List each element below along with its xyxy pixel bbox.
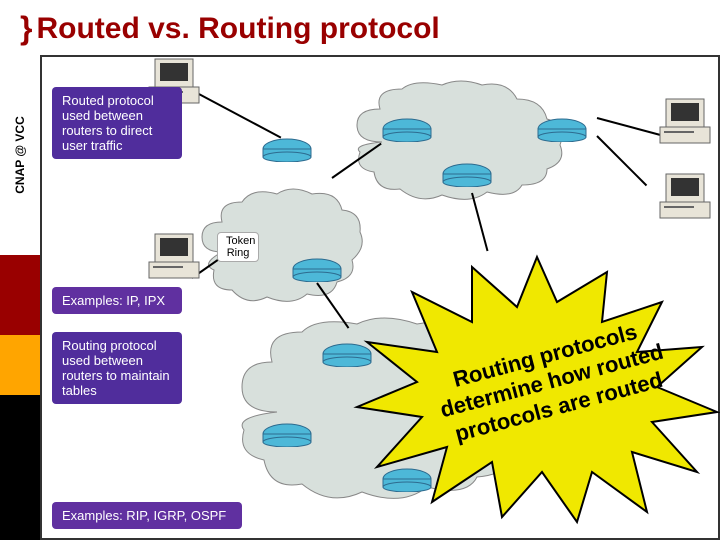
slide-header: } Routed vs. Routing protocol (0, 0, 720, 57)
network-diagram: Routed protocol used between routers to … (42, 57, 718, 538)
computer-icon (147, 232, 202, 282)
routed-protocol-box: Routed protocol used between routers to … (52, 87, 182, 159)
slide-title: Routed vs. Routing protocol (36, 12, 439, 46)
link-line (596, 135, 647, 186)
examples-ip-box: Examples: IP, IPX (52, 287, 182, 314)
link-line (597, 117, 665, 137)
sidebar-red-block (0, 255, 40, 335)
tokenring-label: Token Ring (217, 232, 259, 262)
sidebar-label: CNAP @ VCC (13, 116, 27, 194)
router-icon (292, 252, 342, 282)
diagram-area: Routed protocol used between routers to … (40, 55, 720, 540)
router-icon (442, 157, 492, 187)
sidebar-top: CNAP @ VCC (0, 55, 40, 255)
computer-icon (658, 172, 713, 222)
router-icon (262, 417, 312, 447)
router-icon (262, 132, 312, 162)
examples-rip-box: Examples: RIP, IGRP, OSPF (52, 502, 242, 529)
cloud-top-icon (342, 77, 582, 207)
routing-protocol-box: Routing protocol used between routers to… (52, 332, 182, 404)
sidebar-orange-block (0, 335, 40, 395)
sidebar: CNAP @ VCC (0, 55, 40, 335)
router-icon (382, 112, 432, 142)
bullet-icon: } (20, 10, 32, 47)
router-icon (537, 112, 587, 142)
computer-icon (658, 97, 713, 147)
